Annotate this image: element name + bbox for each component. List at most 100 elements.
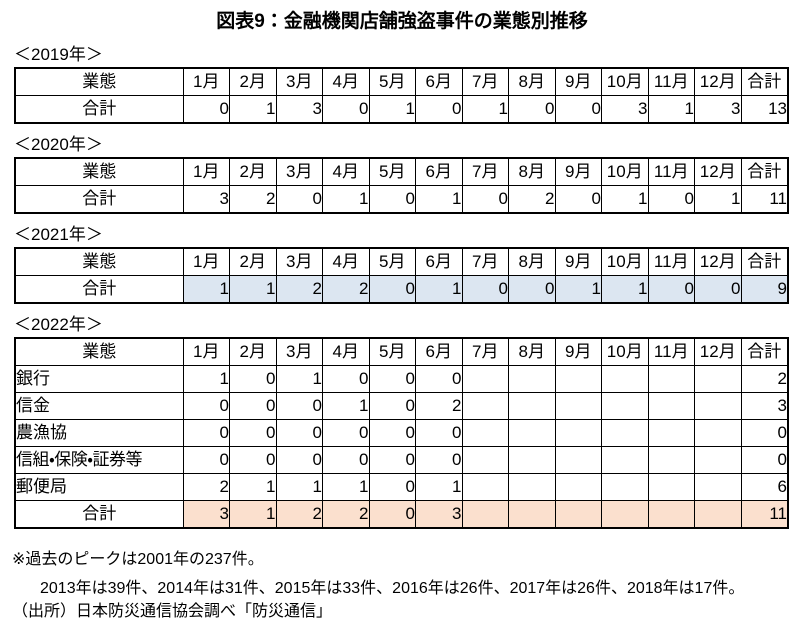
- column-header-month-3: 3月: [275, 337, 323, 366]
- column-header-month-9: 9月: [554, 247, 602, 276]
- table-row: 銀行 1 0 1 0 0 0 2: [14, 365, 789, 393]
- column-header-month-7: 7月: [461, 157, 509, 186]
- column-header-month-2: 2月: [229, 157, 277, 186]
- year-label-3: ＜2022年＞: [14, 315, 103, 334]
- column-header-month-1: 1月: [182, 247, 230, 276]
- cell-month-4: 2: [322, 275, 370, 304]
- cell-month-12: 3: [694, 95, 742, 124]
- column-header-month-7: 7月: [461, 247, 509, 276]
- cell-month-8: [508, 473, 556, 501]
- cell-month-3: 1: [275, 473, 323, 501]
- cell-month-4: 1: [322, 473, 370, 501]
- year-label-1: ＜2020年＞: [14, 135, 103, 154]
- column-header-month-12: 12月: [694, 157, 742, 186]
- note-history: 2013年は39件、2014年は31件、2015年は33件、2016年は26件、…: [40, 580, 745, 597]
- cell-month-7: [461, 500, 509, 529]
- cell-month-10: [601, 473, 649, 501]
- year-label-2: ＜2021年＞: [14, 225, 103, 244]
- cell-month-10: [601, 446, 649, 474]
- column-header-month-11: 11月: [647, 67, 695, 96]
- cell-month-4: 0: [322, 446, 370, 474]
- cell-total: 3: [740, 392, 789, 420]
- cell-month-6: 1: [415, 275, 463, 304]
- cell-month-3: 0: [275, 419, 323, 447]
- table-header-row: 業態 1月 2月 3月 4月 5月 6月 7月 8月 9月 10月 11月 12月 合計: [14, 247, 789, 276]
- column-header-month-7: 7月: [461, 67, 509, 96]
- cell-month-6: 1: [415, 185, 463, 214]
- cell-month-2: 1: [229, 95, 277, 124]
- cell-month-6: 0: [415, 419, 463, 447]
- table-row: 郵便局 2 1 1 1 0 1 6: [14, 473, 789, 501]
- cell-month-12: [694, 500, 742, 529]
- cell-month-10: 1: [601, 275, 649, 304]
- row-label: 農漁協: [14, 419, 184, 447]
- column-header-month-3: 3月: [275, 67, 323, 96]
- column-header-month-9: 9月: [554, 67, 602, 96]
- column-header-month-11: 11月: [647, 157, 695, 186]
- cell-month-6: 2: [415, 392, 463, 420]
- column-header-category: 業態: [14, 67, 184, 96]
- row-label: 合計: [14, 500, 184, 529]
- cell-month-12: [694, 473, 742, 501]
- cell-month-2: 0: [229, 392, 277, 420]
- row-label: 合計: [14, 185, 184, 214]
- cell-month-11: [647, 473, 695, 501]
- cell-month-8: [508, 446, 556, 474]
- cell-month-5: 0: [368, 446, 416, 474]
- column-header-month-7: 7月: [461, 337, 509, 366]
- cell-month-11: [647, 446, 695, 474]
- row-label: 銀行: [14, 365, 184, 393]
- cell-month-7: [461, 392, 509, 420]
- cell-month-9: [554, 500, 602, 529]
- year-table-0: 業態 1月 2月 3月 4月 5月 6月 7月 8月 9月 10月 11月 12月 合計 合計 0 1 3 0 1 0 1…: [14, 67, 789, 124]
- cell-month-6: 0: [415, 446, 463, 474]
- column-header-month-5: 5月: [368, 157, 416, 186]
- cell-month-10: [601, 419, 649, 447]
- cell-month-9: [554, 446, 602, 474]
- cell-month-12: [694, 392, 742, 420]
- cell-month-10: 1: [601, 185, 649, 214]
- cell-month-8: [508, 419, 556, 447]
- column-header-month-6: 6月: [415, 247, 463, 276]
- column-header-month-4: 4月: [322, 247, 370, 276]
- cell-month-7: 1: [461, 95, 509, 124]
- cell-total: 2: [740, 365, 789, 393]
- year-table-2: 業態 1月 2月 3月 4月 5月 6月 7月 8月 9月 10月 11月 12月 合計 合計 1 1 2 2 0 1 0…: [14, 247, 789, 304]
- cell-month-9: [554, 365, 602, 393]
- cell-month-8: 2: [508, 185, 556, 214]
- cell-month-9: 1: [554, 275, 602, 304]
- cell-month-1: 2: [182, 473, 230, 501]
- cell-month-6: 0: [415, 365, 463, 393]
- cell-total: 11: [740, 185, 789, 214]
- column-header-month-10: 10月: [601, 337, 649, 366]
- column-header-month-3: 3月: [275, 247, 323, 276]
- column-header-month-8: 8月: [508, 157, 556, 186]
- column-header-total: 合計: [740, 247, 789, 276]
- cell-total: 6: [740, 473, 789, 501]
- cell-month-4: 1: [322, 185, 370, 214]
- cell-month-7: [461, 365, 509, 393]
- column-header-month-5: 5月: [368, 67, 416, 96]
- cell-total: 0: [740, 446, 789, 474]
- cell-month-3: 2: [275, 275, 323, 304]
- cell-month-9: [554, 419, 602, 447]
- cell-month-4: 2: [322, 500, 370, 529]
- row-label: 合計: [14, 95, 184, 124]
- cell-month-7: [461, 419, 509, 447]
- column-header-month-1: 1月: [182, 157, 230, 186]
- column-header-month-2: 2月: [229, 337, 277, 366]
- column-header-month-11: 11月: [647, 247, 695, 276]
- cell-month-2: 1: [229, 500, 277, 529]
- table-row: 信金 0 0 0 1 0 2 3: [14, 392, 789, 420]
- column-header-total: 合計: [740, 157, 789, 186]
- cell-month-7: [461, 446, 509, 474]
- table-row: 合計 0 1 3 0 1 0 1 0 0 3 1 3 13: [14, 95, 789, 124]
- row-label: 信組・保険・証券等: [14, 446, 184, 474]
- cell-month-12: [694, 419, 742, 447]
- cell-month-6: 3: [415, 500, 463, 529]
- cell-month-2: 0: [229, 365, 277, 393]
- cell-month-3: 0: [275, 446, 323, 474]
- cell-month-3: 1: [275, 365, 323, 393]
- cell-month-2: 1: [229, 275, 277, 304]
